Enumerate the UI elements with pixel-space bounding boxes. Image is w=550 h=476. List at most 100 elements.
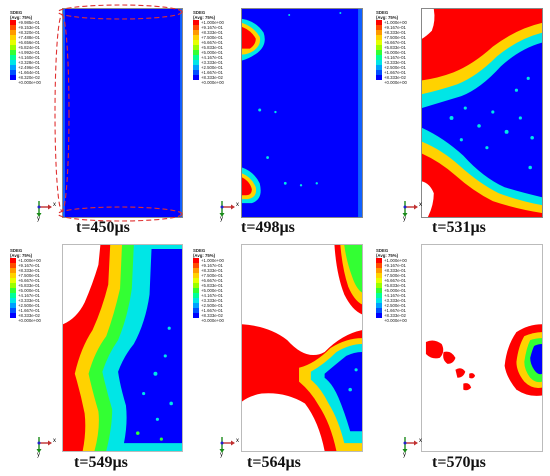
legend-swatch [193,293,199,298]
legend: SDEG (Avg: 75%) +9.985e-01 +9.153e-01 +8.3… [10,10,54,85]
legend-swatch [193,75,199,80]
legend-subtitle: (Avg: 75%) [193,15,216,20]
legend-value: +7.500e-01 [18,273,40,278]
legend-swatch [193,268,199,273]
legend-swatch [376,30,382,35]
legend-entry: +1.667e-01 [376,308,420,313]
legend-entry: +6.667e-01 [10,278,54,283]
legend-subtitle: (Avg: 75%) [10,15,33,20]
legend-entry: +3.333e-01 [376,60,420,65]
legend-swatch [376,318,382,323]
legend-entry: +5.000e-01 [193,288,237,293]
legend-value: +4.167e-01 [384,293,406,298]
legend-value: +7.500e-01 [201,35,223,40]
legend-swatch [10,40,16,45]
legend-entry: +3.333e-01 [10,298,54,303]
legend-value: +4.167e-01 [18,293,40,298]
legend-value: +1.000e+00 [384,20,407,25]
legend-entry: +8.333e-02 [193,313,237,318]
legend-value: +9.985e-01 [18,20,40,25]
legend-entry: +5.000e-01 [376,288,420,293]
legend-swatch [193,35,199,40]
legend-swatch [376,60,382,65]
legend-entry: +2.500e-01 [376,65,420,70]
legend-swatch [10,318,16,323]
legend-swatch [193,318,199,323]
legend-value: +3.333e-01 [201,60,223,65]
legend-entry: +1.000e+00 [10,258,54,263]
legend-swatch [376,308,382,313]
legend-entry: +8.333e-02 [376,313,420,318]
axis-triad: x y [217,434,241,458]
legend-swatch [193,303,199,308]
legend-swatch [10,283,16,288]
legend-title: SDEG [10,248,23,253]
legend-entry: +5.833e-01 [193,45,237,50]
legend-swatch [10,60,16,65]
axis-y-label: y [220,452,223,458]
legend-swatch [10,313,16,318]
legend-swatch [193,50,199,55]
legend-value: +8.333e-02 [201,313,223,318]
legend-entry: +8.320e-02 [10,75,54,80]
time-label: t=531µs [432,219,486,236]
axis-x-label: x [419,202,422,208]
legend-entry: +1.667e-01 [10,308,54,313]
legend-swatch [376,283,382,288]
legend-swatch [193,30,199,35]
legend-entry: +1.000e+00 [193,20,237,25]
axis-triad: x y [400,198,424,222]
axis-y-label: y [403,216,406,222]
legend-value: +4.167e-01 [201,55,223,60]
legend-entry: +1.000e+00 [193,258,237,263]
legend-entry: +5.000e-01 [193,50,237,55]
legend-value: +2.496e-01 [18,65,40,70]
legend-swatch [10,65,16,70]
contour-field [63,245,182,451]
legend-entry: +0.000e+00 [193,318,237,323]
legend-entry: +9.167e-01 [10,263,54,268]
legend-entry: +4.992e-01 [10,50,54,55]
legend-value: +6.667e-01 [201,40,223,45]
legend-entry: +6.656e-01 [10,40,54,45]
legend-value: +1.667e-01 [18,308,40,313]
axis-triad: x y [34,434,58,458]
highlight-ellipse-top [57,4,183,20]
legend-swatch [10,30,16,35]
contour-field [422,245,542,451]
legend-subtitle: (Avg: 75%) [376,15,399,20]
axis-x-label: x [53,438,56,444]
axis-triad: x y [217,198,241,222]
axis-x-label: x [236,438,239,444]
legend-swatch [193,273,199,278]
legend-swatch [376,278,382,283]
legend: SDEG (Avg: 75%) +1.000e+00 +9.167e-01 +8.3… [193,10,237,85]
legend-title: SDEG [10,10,23,15]
legend-entry: +2.500e-01 [193,303,237,308]
contour-field [242,9,362,217]
legend-swatch [376,273,382,278]
legend-swatch [376,50,382,55]
legend-title: SDEG [376,10,389,15]
damage-contour-plate [241,244,363,452]
axis-y-label: y [37,216,40,222]
legend-swatch [10,288,16,293]
legend-subtitle: (Avg: 75%) [10,253,33,258]
legend: SDEG (Avg: 75%) +1.000e+00 +9.167e-01 +8.3… [10,248,54,323]
legend-entry: +7.500e-01 [376,35,420,40]
legend-entry: +1.000e+00 [376,258,420,263]
legend-value: +2.500e-01 [384,65,406,70]
legend-swatch [193,60,199,65]
legend-swatch [10,25,16,30]
legend-swatch [376,293,382,298]
legend-entry: +3.333e-01 [193,298,237,303]
legend-swatch [10,278,16,283]
legend-value: +8.333e-01 [201,30,223,35]
legend-entry: +0.000e+00 [376,80,420,85]
damage-contour-plate [241,8,363,218]
legend-value: +7.488e-01 [18,35,40,40]
legend-entry: +7.500e-01 [376,273,420,278]
legend-value: +1.000e+00 [384,258,407,263]
legend-swatch [193,263,199,268]
legend-title: SDEG [193,248,206,253]
